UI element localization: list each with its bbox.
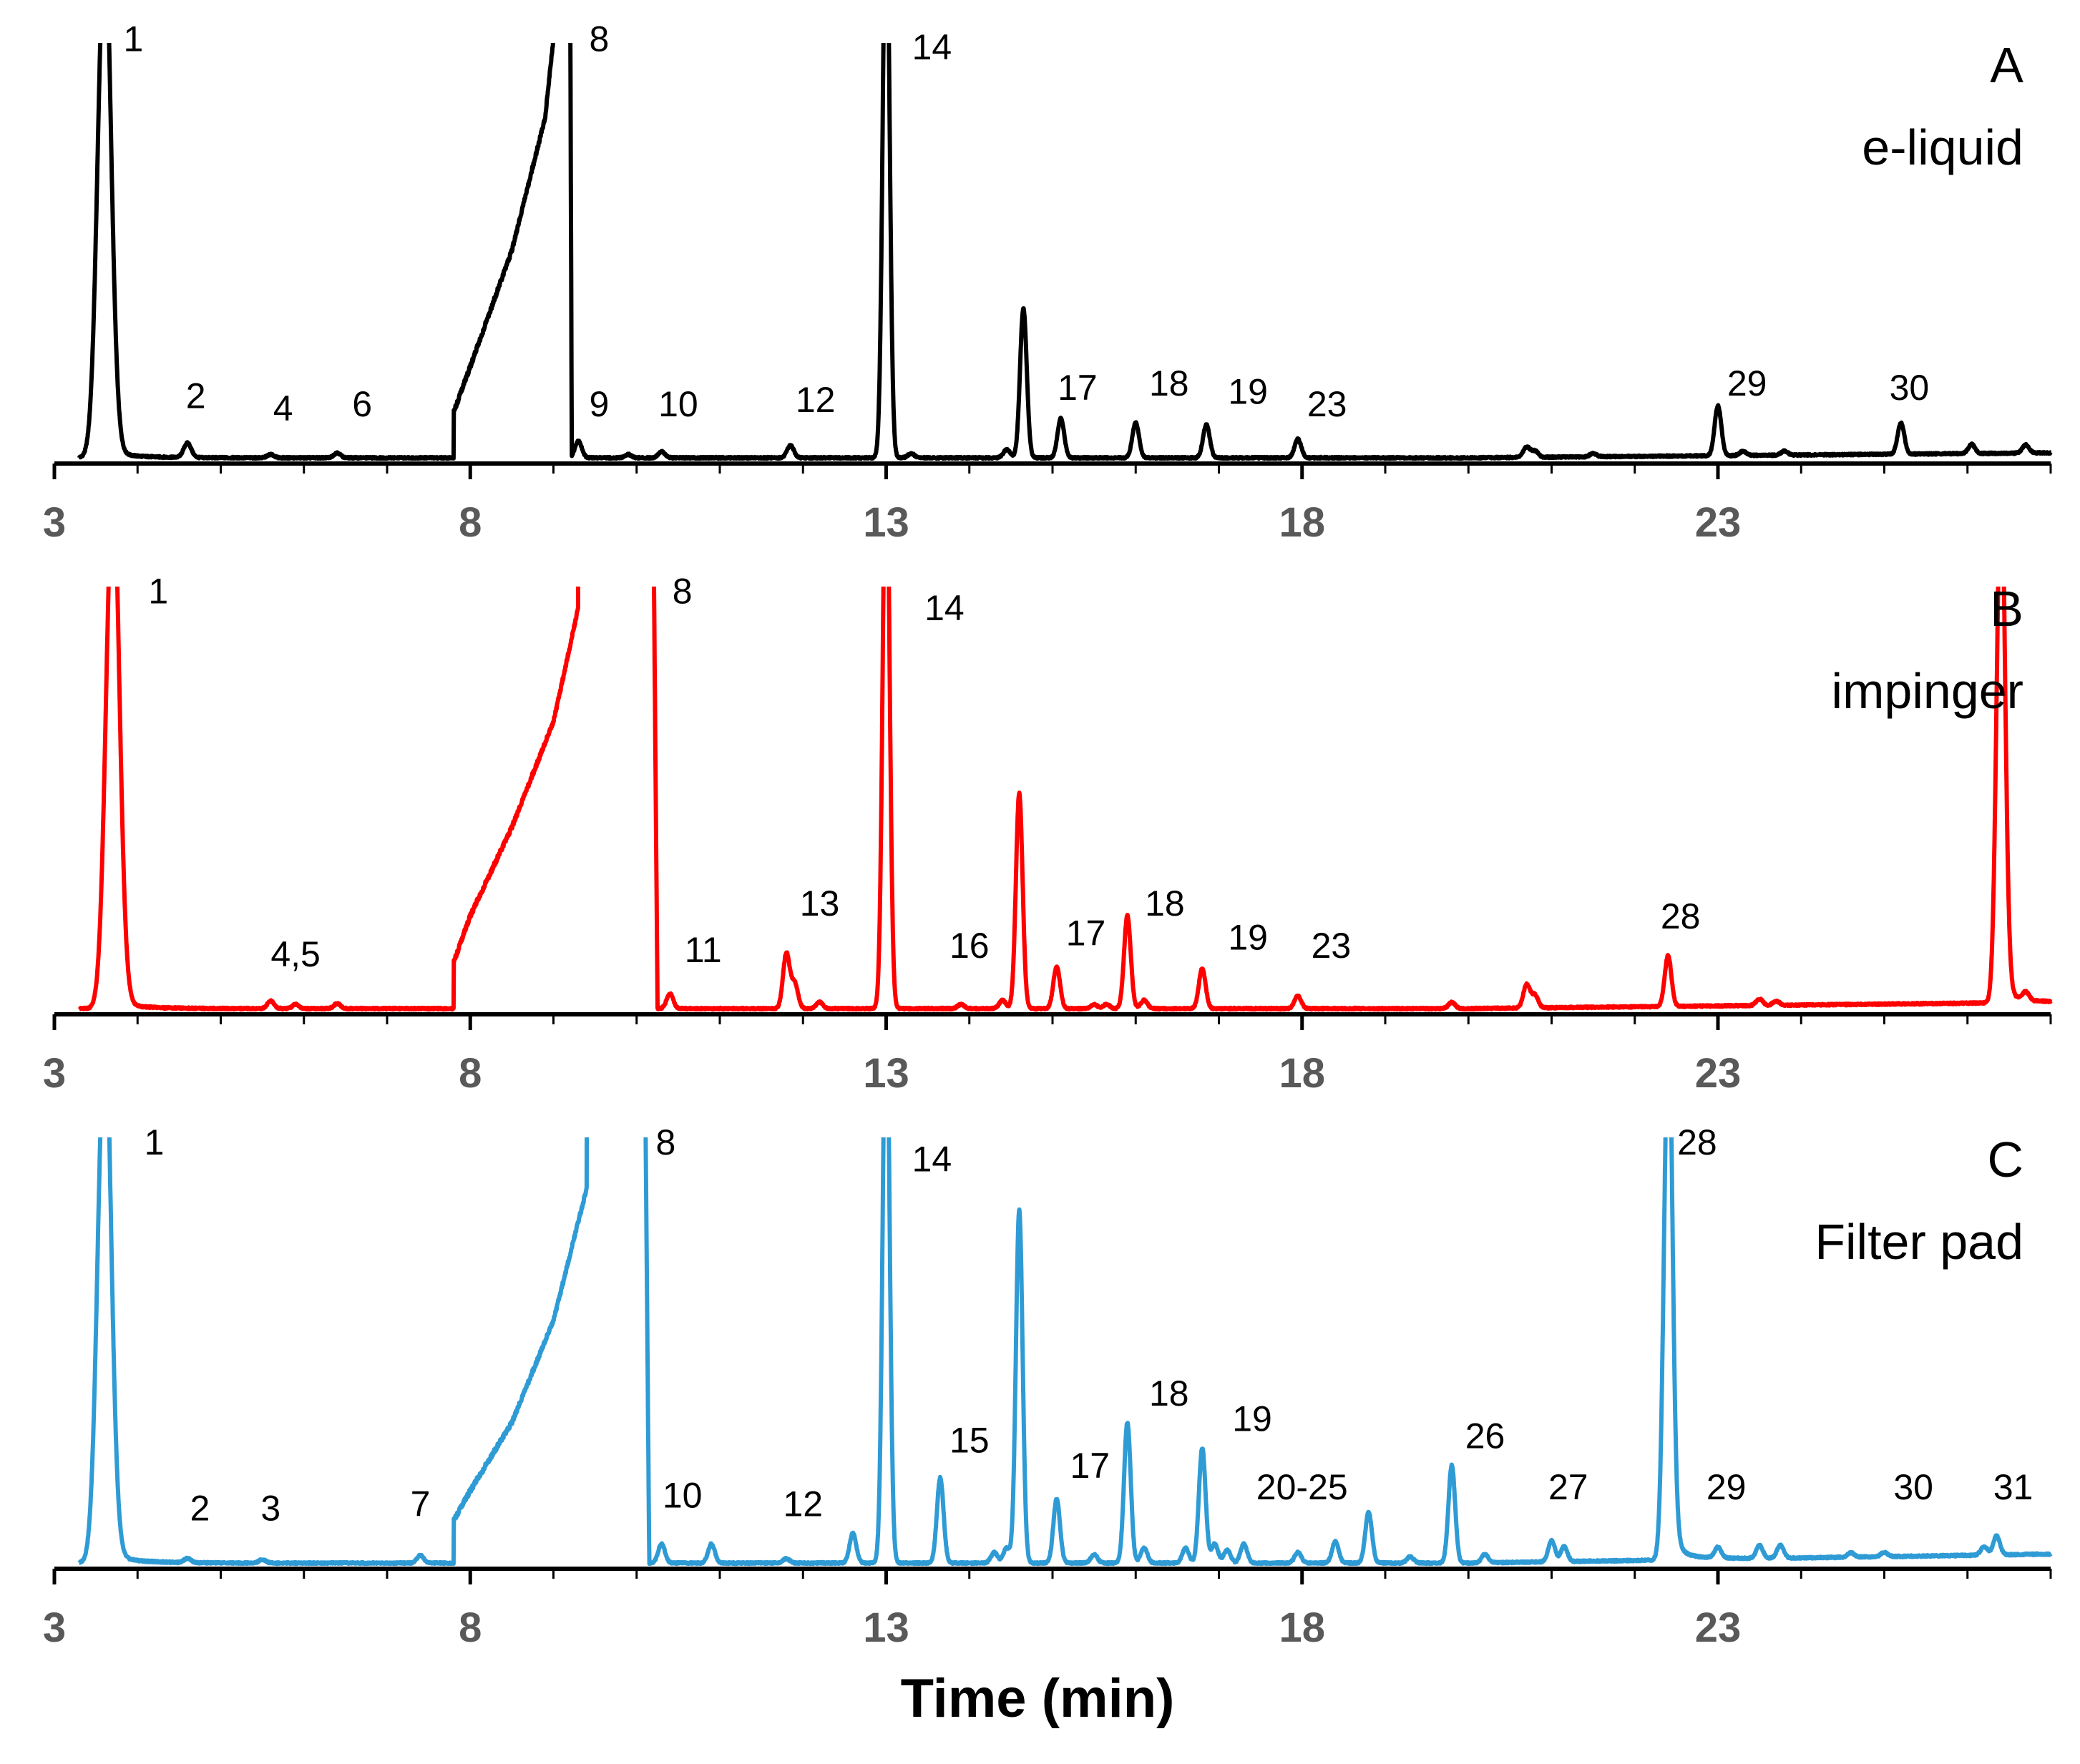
tick-label: 13	[863, 499, 909, 546]
peak-label: 2	[190, 1489, 210, 1529]
peak-label: 18	[1145, 883, 1185, 923]
peak-label: 28	[1661, 896, 1701, 936]
peak-label: 18	[1149, 1373, 1189, 1413]
peak-label: 8	[656, 1122, 676, 1162]
peak-label: 29	[1727, 363, 1767, 403]
tick-label: 13	[863, 1604, 909, 1651]
peak-label: 10	[658, 384, 698, 424]
tick-label: 23	[1695, 499, 1742, 546]
trace-a	[77, 43, 2053, 461]
peak-label: 31	[1993, 1467, 2033, 1507]
peak-label: 13	[800, 883, 840, 923]
peak-label: 23	[1312, 926, 1352, 966]
peak-label: 26	[1465, 1416, 1505, 1456]
x-axis-title: Time (min)	[901, 1668, 1175, 1729]
peak-label: 18	[1149, 363, 1189, 403]
peak-label: 14	[924, 588, 965, 628]
trace-b	[77, 587, 2053, 1012]
tick-label: 8	[459, 499, 482, 546]
tick-label: 23	[1695, 1604, 1742, 1651]
peak-label: 23	[1307, 384, 1347, 424]
tick-label: 18	[1279, 499, 1325, 546]
peak-label: 20-25	[1256, 1467, 1348, 1507]
peak-label: 19	[1232, 1399, 1272, 1439]
peak-label: 6	[352, 384, 372, 424]
peak-label: 2	[186, 376, 206, 416]
panel-letter: B	[1990, 581, 2023, 637]
peak-label: 19	[1228, 372, 1268, 412]
peak-label: 30	[1893, 1467, 1933, 1507]
peak-label: 8	[590, 19, 610, 59]
peak-label: 17	[1070, 1446, 1110, 1486]
peak-label: 17	[1066, 913, 1106, 954]
peak-label: 3	[260, 1489, 280, 1529]
peak-label: 1	[145, 1122, 165, 1162]
peak-label: 4	[273, 388, 293, 428]
peak-label: 17	[1058, 368, 1098, 408]
peak-label: 14	[912, 1140, 952, 1180]
panel-letter: A	[1990, 37, 2023, 93]
panel-subtitle: e-liquid	[1862, 119, 2023, 175]
trace-c	[77, 1137, 2053, 1567]
peak-label: 12	[783, 1484, 823, 1524]
peak-label: 10	[663, 1476, 703, 1516]
tick-label: 8	[459, 1604, 482, 1651]
peak-label: 11	[685, 930, 722, 970]
tick-label: 23	[1695, 1050, 1742, 1097]
tick-label: 18	[1279, 1604, 1325, 1651]
tick-label: 3	[43, 1604, 66, 1651]
peak-label: 27	[1548, 1467, 1588, 1507]
tick-label: 8	[459, 1050, 482, 1097]
peak-label: 12	[796, 380, 836, 420]
tick-label: 3	[43, 499, 66, 546]
peak-label: 1	[148, 572, 168, 612]
panel-subtitle: impinger	[1832, 663, 2023, 719]
peak-label: 15	[949, 1420, 990, 1460]
peak-label: 8	[673, 572, 693, 612]
peak-label: 9	[590, 384, 610, 424]
panel-subtitle: Filter pad	[1815, 1214, 2023, 1270]
peak-label: 7	[411, 1484, 431, 1524]
peak-label: 28	[1677, 1122, 1717, 1162]
tick-label: 13	[863, 1050, 909, 1097]
panel-letter: C	[1987, 1132, 2023, 1187]
peak-label: 1	[124, 19, 144, 59]
peak-label: 19	[1228, 917, 1268, 957]
peak-label: 14	[912, 27, 952, 67]
tick-label: 3	[43, 1050, 66, 1097]
peak-label: 4,5	[270, 934, 321, 974]
peak-label: 30	[1890, 368, 1930, 408]
peak-label: 29	[1707, 1467, 1747, 1507]
peak-label: 16	[949, 926, 990, 966]
tick-label: 18	[1279, 1050, 1325, 1097]
